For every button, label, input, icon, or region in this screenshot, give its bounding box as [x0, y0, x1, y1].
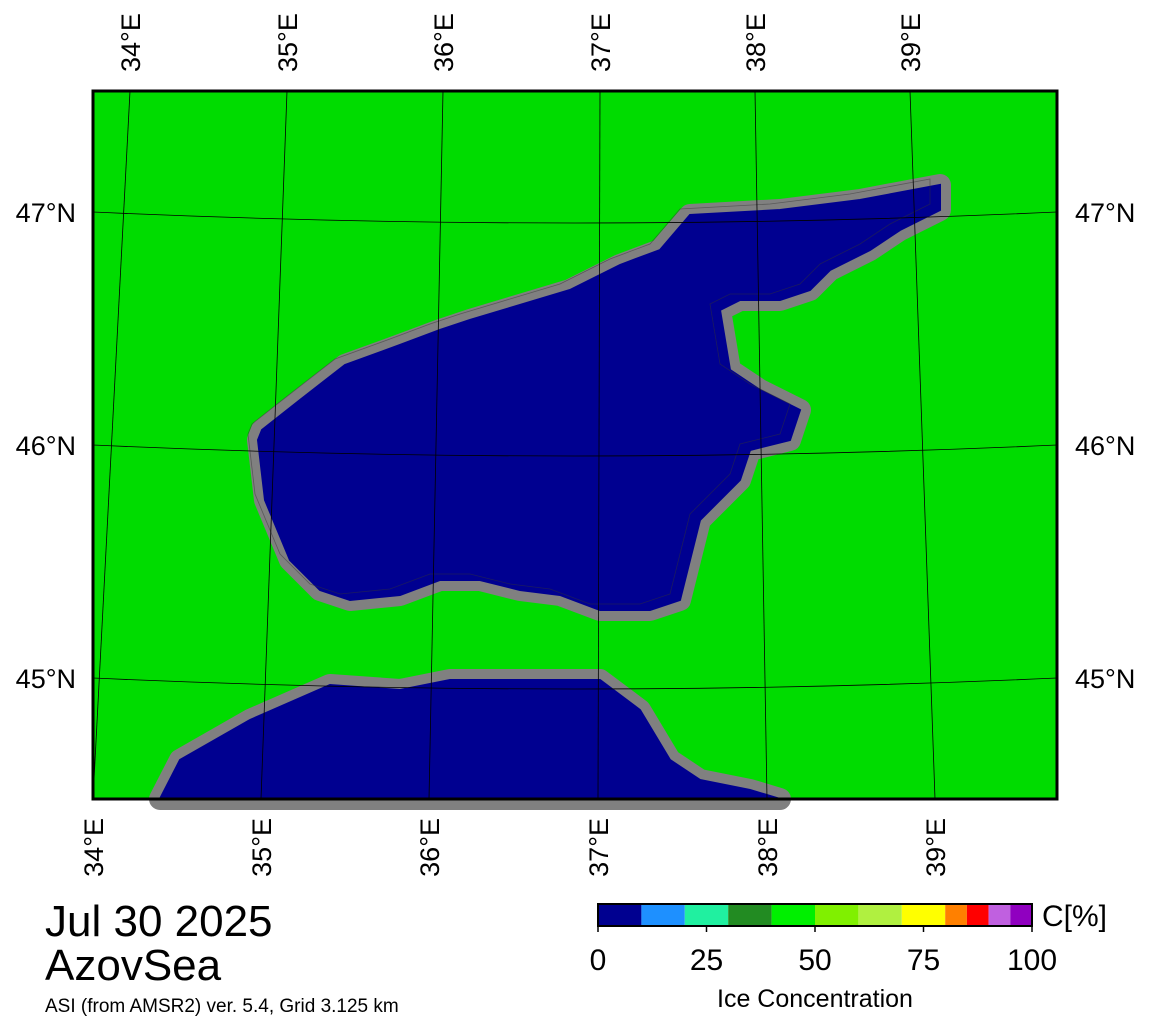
region: AzovSea [45, 941, 222, 990]
lon-label: 34°E [79, 818, 109, 877]
colorbar-tick-label: 25 [690, 944, 723, 977]
meridian [92, 90, 131, 800]
colorbar-bin [771, 904, 815, 926]
lat-label: 45°N [1075, 664, 1135, 694]
lon-label: 35°E [247, 818, 277, 877]
lon-label: 38°E [753, 818, 783, 877]
lat-label: 45°N [16, 664, 76, 694]
colorbar-bin [598, 904, 642, 926]
lon-label: 39°E [896, 13, 926, 72]
meridian [428, 90, 444, 800]
colorbar-bin [1010, 904, 1032, 926]
colorbar-bin [815, 904, 859, 926]
caption: ASI (from AMSR2) ver. 5.4, Grid 3.125 km [45, 996, 399, 1017]
colorbar-bin [988, 904, 1011, 926]
colorbar-bin [728, 904, 772, 926]
colorbar-bin [945, 904, 967, 926]
colorbar-bin [858, 904, 902, 926]
colorbar-bin [641, 904, 685, 926]
land-outline [247, 178, 931, 605]
colorbar-tick-label: 50 [798, 944, 831, 977]
date: Jul 30 2025 [45, 897, 273, 946]
meridian [909, 90, 936, 800]
parallel [92, 211, 1058, 224]
lon-label: 38°E [741, 13, 771, 72]
colorbar-tick-label: 100 [1007, 944, 1057, 977]
colorbar-label: Ice Concentration [717, 985, 913, 1013]
lat-label: 47°N [1075, 198, 1135, 228]
lon-label: 35°E [273, 13, 303, 72]
colorbar-tick-label: 75 [907, 944, 940, 977]
water [158, 679, 781, 800]
meridian [754, 90, 768, 800]
lon-label: 39°E [921, 818, 951, 877]
lon-label: 34°E [116, 13, 146, 72]
lon-label: 36°E [429, 13, 459, 72]
colorbar: 0 25 50 75 100 C[%] Ice Concentration [590, 900, 1107, 1013]
lon-label: 36°E [415, 818, 445, 877]
colorbar-bin [684, 904, 729, 926]
map: 34°E 35°E 36°E 37°E 38°E 39°E 34°E 35°E 36°E 37°E… [16, 13, 1136, 877]
lat-label: 46°N [16, 431, 76, 461]
map-frame [91, 89, 1059, 801]
parallel [92, 444, 1058, 457]
lat-label: 47°N [16, 198, 76, 228]
meridian [597, 90, 601, 800]
lon-label: 37°E [584, 818, 614, 877]
colorbar-tick-label: 0 [590, 944, 607, 977]
colorbar-unit: C[%] [1042, 900, 1107, 933]
meridian [260, 90, 288, 800]
parallel [92, 677, 1058, 690]
lon-label: 37°E [586, 13, 616, 72]
lat-label: 46°N [1075, 431, 1135, 461]
colorbar-bin [966, 904, 989, 926]
colorbar-bin [901, 904, 946, 926]
